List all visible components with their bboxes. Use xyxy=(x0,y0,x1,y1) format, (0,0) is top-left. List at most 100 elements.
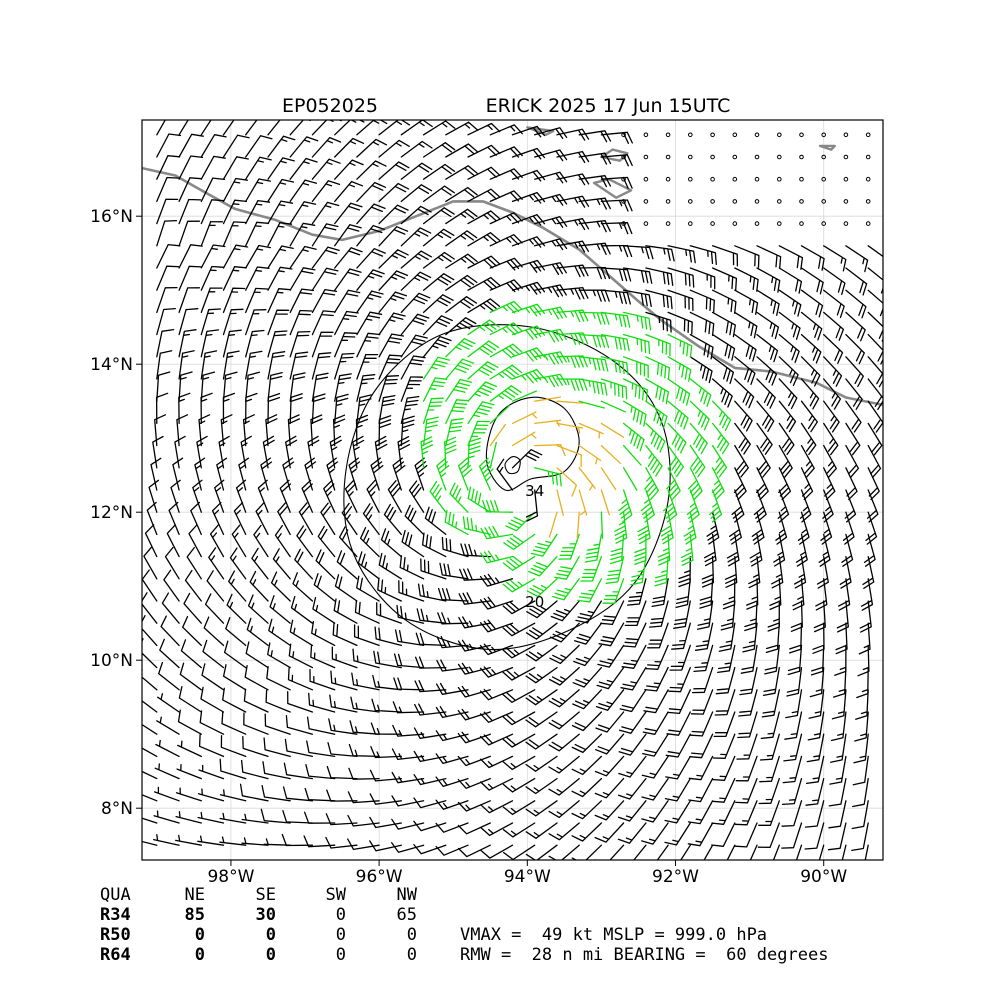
wind-barb xyxy=(642,733,669,757)
wind-barb xyxy=(422,356,450,380)
wind-barb xyxy=(578,356,609,372)
wind-barb xyxy=(222,156,249,180)
wind-barb xyxy=(200,371,216,402)
wind-barb xyxy=(267,371,283,402)
wind-barb xyxy=(578,266,611,280)
wind-barb xyxy=(735,755,758,782)
wind-barb xyxy=(333,598,358,624)
wind-barb xyxy=(436,659,469,672)
wind-barb xyxy=(374,435,388,469)
wind-barb xyxy=(756,400,775,432)
wind-barb xyxy=(845,400,862,433)
wind-barb xyxy=(656,844,669,860)
wind-barb xyxy=(618,733,647,756)
wind-barb xyxy=(645,356,671,381)
wind-barb xyxy=(391,748,425,761)
calm-marker xyxy=(777,154,782,160)
wind-barb xyxy=(761,689,780,718)
wind-barb xyxy=(578,175,612,188)
wind-barb xyxy=(851,800,869,830)
wind-barb xyxy=(828,777,847,807)
wind-barb xyxy=(823,444,837,478)
wind-barb xyxy=(222,371,238,402)
wind-barb xyxy=(845,311,866,342)
wind-barb xyxy=(584,533,603,563)
wind-barb xyxy=(756,356,778,386)
wind-barb xyxy=(142,840,158,846)
wind-barb xyxy=(178,177,203,203)
wind-barb xyxy=(845,467,858,501)
wind-barb xyxy=(479,666,514,678)
wind-barb xyxy=(414,703,447,716)
wind-barb xyxy=(267,178,295,203)
wind-barb xyxy=(525,733,558,750)
wind-barb xyxy=(573,644,603,667)
calm-marker xyxy=(777,221,782,226)
wind-barb xyxy=(575,600,603,624)
wind-barb xyxy=(556,444,582,468)
wind-barb xyxy=(435,776,469,788)
wind-barb xyxy=(852,755,869,786)
wind-barb xyxy=(445,418,464,447)
wind-barb xyxy=(680,844,691,860)
wind-barb xyxy=(864,844,869,860)
wind-barb xyxy=(222,308,244,336)
wind-barb xyxy=(720,600,736,631)
storm-id-title: EP052025 xyxy=(282,95,378,117)
wind-barb xyxy=(778,245,804,270)
wind-barb xyxy=(467,255,501,269)
wind-barb xyxy=(738,689,758,717)
wind-barb xyxy=(366,479,380,513)
wind-barb xyxy=(600,378,628,400)
wind-barb xyxy=(664,777,691,802)
wind-barb xyxy=(200,350,218,380)
wind-barb xyxy=(556,218,590,231)
wind-barb xyxy=(717,644,736,674)
wind-barb xyxy=(183,592,202,624)
wind-barb xyxy=(211,501,225,536)
wind-barb xyxy=(445,143,478,158)
wind-barb xyxy=(556,240,590,253)
wind-barb xyxy=(556,355,588,368)
wind-barb xyxy=(558,533,580,560)
wind-barb xyxy=(435,682,469,695)
wind-barb xyxy=(667,245,696,264)
wind-barb xyxy=(378,291,408,314)
wind-barb xyxy=(554,555,580,580)
wind-barb xyxy=(764,644,780,675)
wind-barb xyxy=(457,662,491,675)
wind-barb xyxy=(467,486,491,513)
wind-barb xyxy=(292,572,314,602)
wind-barb xyxy=(265,689,291,713)
wind-barb xyxy=(420,558,447,580)
wind-barb xyxy=(334,137,365,158)
wind-barb xyxy=(306,740,336,758)
wind-barb xyxy=(778,356,799,387)
wind-barb xyxy=(311,246,340,269)
wind-barb xyxy=(261,784,291,802)
wind-barb xyxy=(744,600,758,632)
wind-barb xyxy=(400,415,415,447)
wind-barb xyxy=(689,400,710,431)
wind-barb xyxy=(142,669,158,691)
wind-barb xyxy=(445,208,478,225)
wind-barb xyxy=(666,711,691,736)
row-r64-nw: 0 xyxy=(407,945,417,965)
wind-barb xyxy=(178,198,202,225)
wind-barb xyxy=(420,436,434,469)
wind-barb xyxy=(311,310,336,336)
wind-barb xyxy=(525,689,558,706)
wind-barb xyxy=(800,444,815,478)
wind-barb xyxy=(640,489,655,523)
wind-barb xyxy=(216,457,228,491)
wind-barb xyxy=(781,800,803,827)
wind-barb xyxy=(467,188,501,203)
wind-barb xyxy=(645,422,666,453)
calm-marker xyxy=(732,154,738,160)
wind-barb xyxy=(304,457,317,491)
wind-barb xyxy=(199,710,225,735)
wind-barb xyxy=(284,738,314,758)
wind-barb xyxy=(414,656,447,669)
wind-barb xyxy=(334,159,364,180)
wind-barb xyxy=(778,467,792,501)
